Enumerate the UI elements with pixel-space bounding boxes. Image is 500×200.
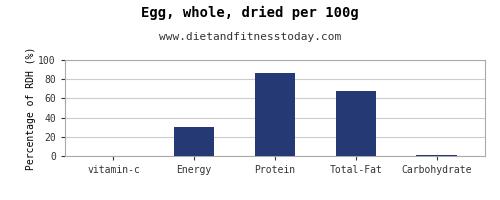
Text: Egg, whole, dried per 100g: Egg, whole, dried per 100g <box>141 6 359 20</box>
Bar <box>174 127 214 156</box>
Bar <box>255 73 295 156</box>
Bar <box>336 91 376 156</box>
Bar <box>416 155 457 156</box>
Y-axis label: Percentage of RDH (%): Percentage of RDH (%) <box>26 46 36 170</box>
Text: www.dietandfitnesstoday.com: www.dietandfitnesstoday.com <box>159 32 341 42</box>
